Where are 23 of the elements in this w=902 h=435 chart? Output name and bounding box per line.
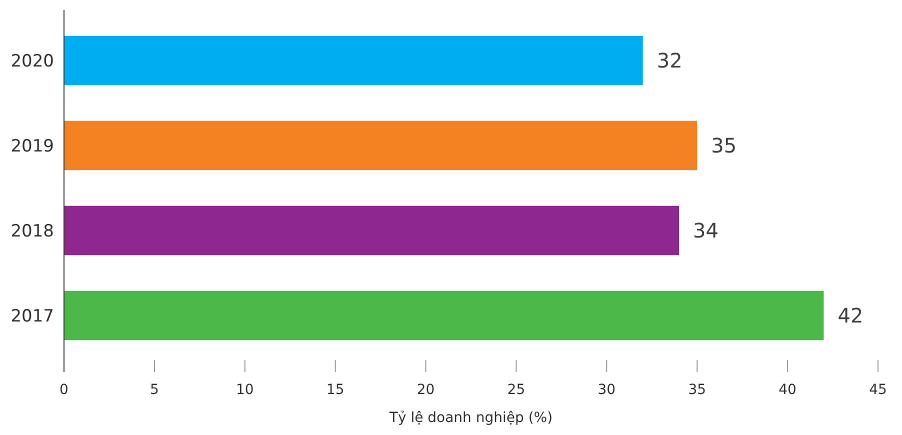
x-tick-label: 40 <box>778 382 796 398</box>
x-tick-label: 30 <box>598 382 616 398</box>
x-tick-label: 10 <box>236 382 254 398</box>
x-axis-title: Tỷ lệ doanh nghiệp (%) <box>388 410 553 426</box>
y-tick-label: 2020 <box>10 51 54 72</box>
data-label: 42 <box>838 304 864 328</box>
y-tick-label: 2018 <box>10 221 54 242</box>
x-tick-label: 25 <box>507 382 526 398</box>
data-label: 35 <box>711 134 737 158</box>
bar <box>64 290 824 340</box>
data-label: 32 <box>656 48 682 72</box>
x-tick-label: 35 <box>688 382 706 398</box>
x-tick-label: 20 <box>416 382 435 398</box>
y-tick-label: 2017 <box>10 306 54 326</box>
data-label: 34 <box>693 218 718 242</box>
y-tick-label: 2019 <box>10 136 54 156</box>
x-tick-label: 15 <box>326 382 344 398</box>
x-tick-label: 5 <box>150 382 159 398</box>
x-tick-label: 0 <box>60 382 68 398</box>
bar <box>64 36 643 86</box>
bar <box>64 206 680 256</box>
bar <box>64 120 698 170</box>
x-tick-label: 45 <box>869 382 887 398</box>
